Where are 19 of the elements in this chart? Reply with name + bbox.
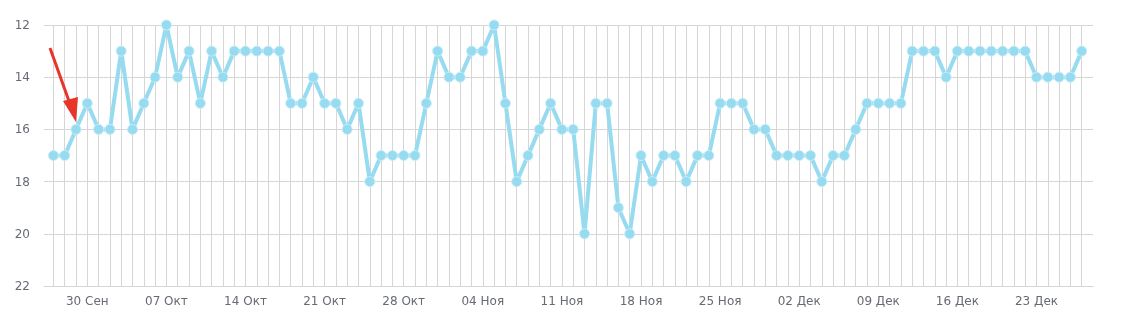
x-tick-label: 11 Ноя: [540, 294, 584, 308]
y-tick-label: 14: [14, 70, 30, 85]
x-tick-label: 18 Ноя: [619, 294, 663, 308]
y-tick-label: 18: [14, 174, 30, 189]
x-tick-label: 14 Окт: [224, 294, 267, 308]
y-tick-label: 22: [14, 279, 30, 293]
x-tick-label: 02 Дек: [777, 294, 821, 308]
x-tick-label: 07 Окт: [145, 294, 188, 308]
x-tick-label: 21 Окт: [303, 294, 346, 308]
x-tick-label: 04 Ноя: [461, 294, 505, 308]
x-tick-label: 09 Дек: [856, 294, 900, 308]
x-tick-label: 30 Сен: [65, 294, 109, 308]
y-tick-label: 20: [14, 226, 30, 241]
x-tick-label: 23 Дек: [1014, 294, 1059, 308]
x-tick-label: 28 Окт: [382, 294, 426, 308]
x-tick-label: 16 Дек: [935, 294, 979, 308]
y-tick-label: 16: [14, 122, 30, 137]
x-tick-label: 25 Ноя: [698, 294, 742, 308]
y-tick-label: 12: [14, 18, 30, 32]
